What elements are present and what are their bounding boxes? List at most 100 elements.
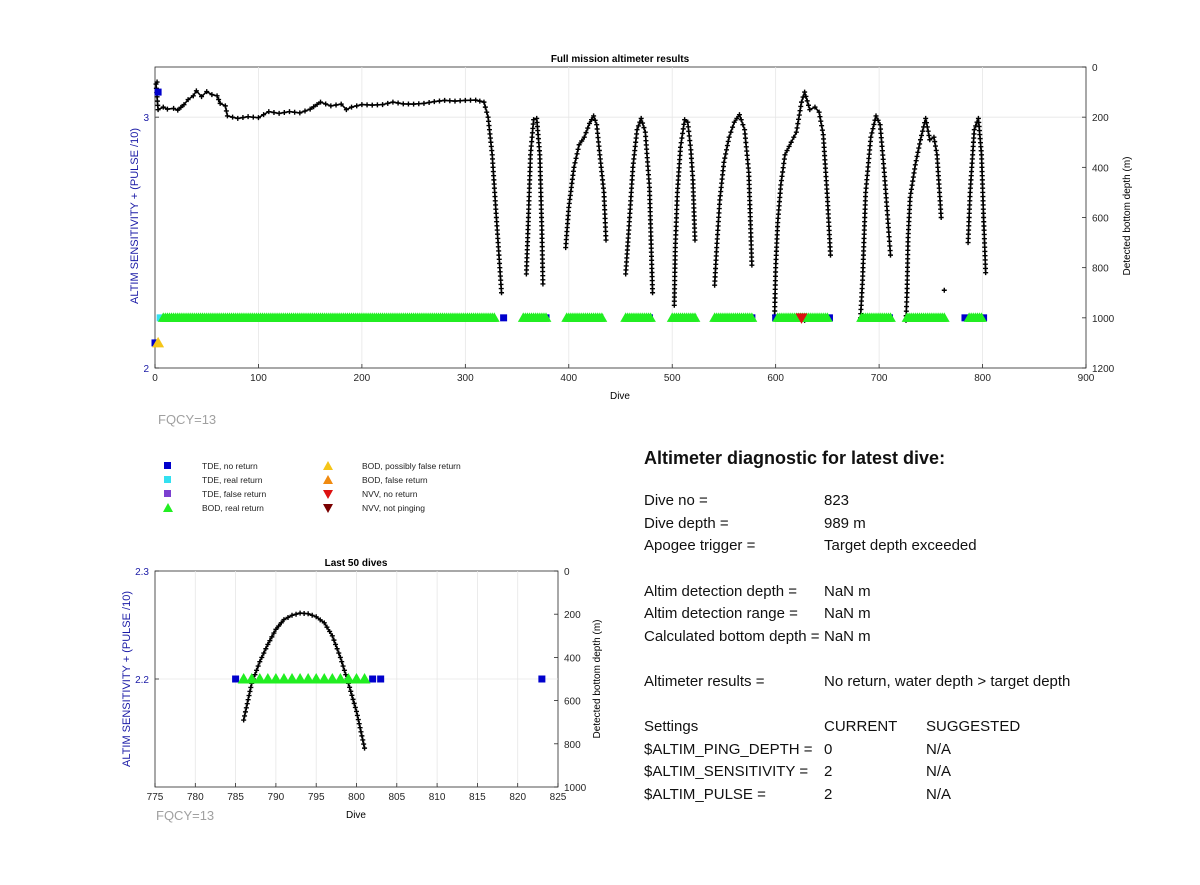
bottom-depth-point	[714, 236, 720, 242]
bottom-depth-point	[155, 107, 161, 113]
bottom-depth-point	[526, 198, 532, 204]
bottom-depth-point	[717, 193, 723, 199]
bottom-depth-point	[626, 219, 632, 225]
bottom-depth-point	[498, 277, 504, 283]
bottom-depth-point	[879, 139, 885, 145]
x-tick-label: 400	[560, 373, 577, 384]
bottom-depth-point	[862, 219, 868, 225]
bottom-depth-point	[793, 129, 799, 135]
bottom-depth-point	[185, 97, 191, 103]
x-tick-label: 800	[348, 792, 365, 803]
bottom-depth-point	[887, 248, 893, 254]
bottom-depth-point	[784, 148, 790, 154]
bottom-depth-point	[334, 646, 340, 652]
last-50-dives-chart: Last 50 dives ALTIM SENSITIVITY + (PULSE…	[121, 558, 603, 821]
bottom-depth-point	[674, 211, 680, 217]
bottom-depth-point	[904, 290, 910, 296]
bottom-depth-point	[713, 253, 719, 259]
bottom-depth-point	[980, 202, 986, 208]
bottom-depth-point	[579, 138, 585, 144]
x-tick-label: 800	[974, 373, 991, 384]
bottom-depth-point	[821, 140, 827, 146]
bottom-depth-point	[904, 294, 910, 300]
bottom-depth-point	[884, 203, 890, 209]
bottom-depth-point	[629, 177, 635, 183]
bottom-depth-point	[970, 152, 976, 158]
bottom-depth-point	[586, 120, 592, 126]
y-axis-label-right: Detected bottom depth (m)	[1122, 157, 1133, 276]
bottom-depth-point	[266, 109, 272, 115]
bottom-depth-point	[881, 161, 887, 167]
bottom-depth-point	[821, 148, 827, 154]
bottom-depth-point	[749, 262, 755, 268]
bottom-depth-point	[777, 186, 783, 192]
bottom-depth-point	[491, 177, 497, 183]
bottom-depth-point	[822, 157, 828, 163]
bottom-depth-point	[175, 107, 181, 113]
bottom-depth-point	[673, 236, 679, 242]
bottom-depth-point	[982, 248, 988, 254]
bottom-depth-point	[528, 152, 534, 158]
bottom-depth-point	[971, 135, 977, 141]
setting-suggested: N/A	[926, 786, 952, 803]
bottom-depth-point	[526, 194, 532, 200]
bottom-depth-point	[574, 151, 580, 157]
bottom-depth-point	[595, 135, 601, 141]
bottom-depth-point	[714, 240, 720, 246]
bottom-depth-point	[495, 240, 501, 246]
bottom-depth-point	[323, 101, 329, 107]
bottom-depth-point	[489, 152, 495, 158]
bottom-depth-point	[281, 617, 287, 623]
bottom-depth-point	[259, 654, 265, 660]
bottom-depth-point	[730, 124, 736, 130]
bottom-depth-point	[278, 620, 284, 626]
bottom-depth-point	[592, 117, 598, 123]
marker-bod-real-return	[689, 312, 701, 322]
bottom-depth-point	[858, 306, 864, 312]
bottom-depth-point	[886, 229, 892, 235]
bottom-depth-point	[713, 257, 719, 263]
bottom-depth-point	[364, 102, 370, 108]
bottom-depth-point	[795, 121, 801, 127]
square-icon	[160, 461, 176, 471]
bottom-depth-point	[884, 212, 890, 218]
bottom-depth-point	[633, 135, 639, 141]
bottom-depth-point	[966, 227, 972, 233]
bottom-depth-point	[745, 161, 751, 167]
bottom-depth-point	[982, 253, 988, 259]
bottom-depth-point	[786, 143, 792, 149]
calculated-bottom-label: Calculated bottom depth =	[644, 628, 820, 645]
bottom-depth-point	[878, 135, 884, 141]
bottom-depth-point	[630, 164, 636, 170]
bottom-depth-point	[915, 149, 921, 155]
bottom-depth-point	[903, 308, 909, 314]
x-tick-label: 500	[664, 373, 681, 384]
bottom-depth-point	[923, 120, 929, 126]
bottom-depth-point	[526, 206, 532, 212]
bottom-depth-point	[627, 210, 633, 216]
bottom-depth-point	[603, 233, 609, 239]
marker-bod-real-return	[938, 312, 950, 322]
bottom-depth-point	[650, 290, 656, 296]
bottom-depth-point	[529, 139, 535, 145]
diagnostic-title: Altimeter diagnostic for latest dive:	[644, 448, 946, 468]
bottom-depth-point	[775, 211, 781, 217]
bottom-depth-point	[641, 125, 647, 131]
setting-name: $ALTIM_PING_DEPTH =	[644, 741, 813, 758]
bottom-depth-point	[796, 112, 802, 118]
bottom-depth-point	[329, 633, 335, 639]
marker-tde-no-return	[232, 675, 240, 683]
bottom-depth-point	[725, 138, 731, 144]
y-axis-label-right: Detected bottom depth (m)	[592, 620, 603, 739]
y-tick-label-left: 3	[143, 113, 149, 124]
bottom-depth-point	[920, 128, 926, 134]
bottom-depth-point	[861, 244, 867, 250]
y-tick-label-left: 2.2	[135, 675, 149, 686]
bottom-depth-point	[530, 121, 536, 127]
y-tick-label-right: 0	[1092, 63, 1098, 74]
bottom-depth-point	[171, 105, 177, 111]
bottom-depth-point	[937, 198, 943, 204]
bottom-depth-point	[883, 191, 889, 197]
bottom-depth-point	[979, 152, 985, 158]
bottom-depth-point	[776, 203, 782, 209]
